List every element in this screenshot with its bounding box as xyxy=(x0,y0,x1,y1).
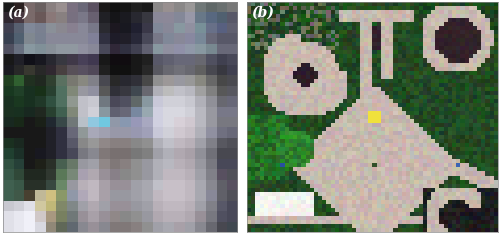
Text: (a): (a) xyxy=(7,6,30,20)
Text: (b): (b) xyxy=(252,6,274,20)
